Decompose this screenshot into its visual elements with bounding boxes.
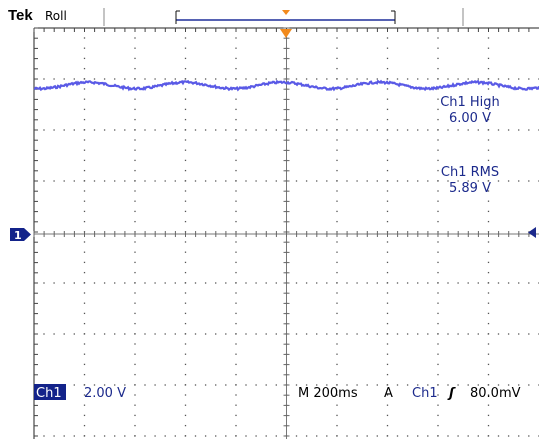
trigger-position-marker xyxy=(280,29,292,38)
measurement-1-value: 6.00 V xyxy=(449,111,491,126)
acquisition-mode: Roll xyxy=(45,9,67,23)
measurement-1-label: Ch1 High xyxy=(440,95,500,110)
measurement-2-value: 5.89 V xyxy=(449,181,491,196)
trigger-level: 80.0mV xyxy=(470,386,521,401)
timebase: M 200ms xyxy=(298,386,358,401)
trigger-level-marker xyxy=(528,227,536,238)
channel-badge-label: Ch1 xyxy=(36,386,62,401)
brand-logo: Tek xyxy=(8,7,33,24)
trigger-source: Ch1 xyxy=(412,386,438,401)
ground-marker-label: 1 xyxy=(14,229,22,242)
channel-badge xyxy=(34,384,66,400)
trigger-mode: A xyxy=(384,386,393,401)
graticule xyxy=(33,27,539,439)
record-position-bar xyxy=(175,10,396,24)
trigger-position-marker-top xyxy=(282,10,290,15)
measurement-2-label: Ch1 RMS xyxy=(441,165,499,180)
ch1-waveform xyxy=(33,79,539,92)
ch1-ground-marker: 1 xyxy=(10,228,31,242)
vertical-scale: 2.00 V xyxy=(84,386,126,401)
trigger-slope-icon: ʃ xyxy=(447,386,456,401)
